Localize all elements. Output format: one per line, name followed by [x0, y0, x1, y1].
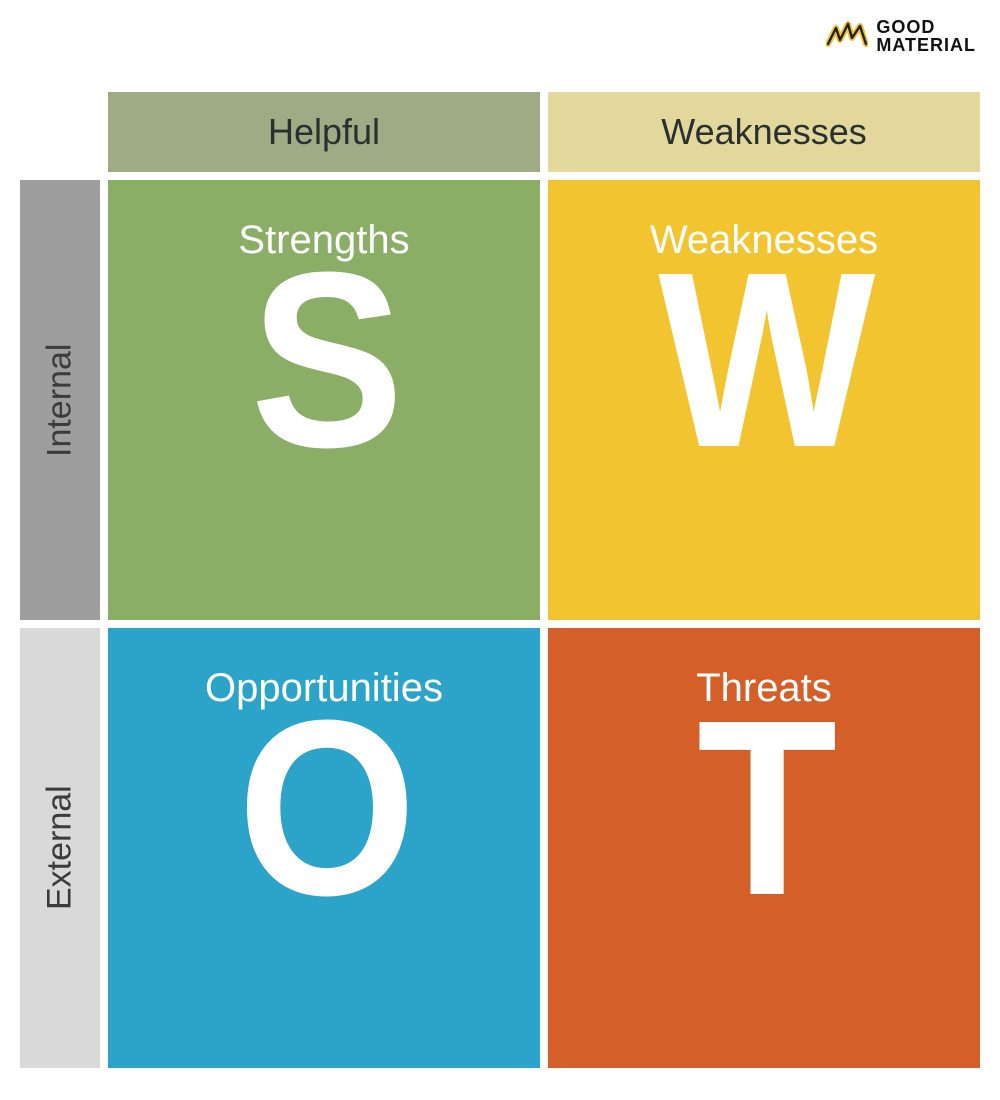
- quadrant-letter-w: W: [658, 235, 870, 485]
- brand-logo: GOOD MATERIAL: [826, 18, 976, 54]
- column-header-helpful: Helpful: [108, 92, 540, 172]
- quadrant-letter-t: T: [697, 683, 832, 933]
- quadrant-weaknesses: Weaknesses W: [548, 180, 980, 620]
- quadrant-opportunities: Opportunities O: [108, 628, 540, 1068]
- row-header-external: External: [20, 628, 100, 1068]
- matrix-corner-spacer: [20, 92, 100, 172]
- column-header-weaknesses: Weaknesses: [548, 92, 980, 172]
- quadrant-letter-o: O: [237, 683, 410, 933]
- logo-mark-icon: [826, 20, 868, 52]
- swot-matrix: Helpful Weaknesses Internal Strengths S …: [20, 92, 980, 1068]
- quadrant-letter-s: S: [250, 235, 398, 485]
- logo-text: GOOD MATERIAL: [876, 18, 976, 54]
- row-header-internal: Internal: [20, 180, 100, 620]
- logo-line-2: MATERIAL: [876, 36, 976, 54]
- quadrant-threats: Threats T: [548, 628, 980, 1068]
- logo-line-1: GOOD: [876, 18, 976, 36]
- quadrant-strengths: Strengths S: [108, 180, 540, 620]
